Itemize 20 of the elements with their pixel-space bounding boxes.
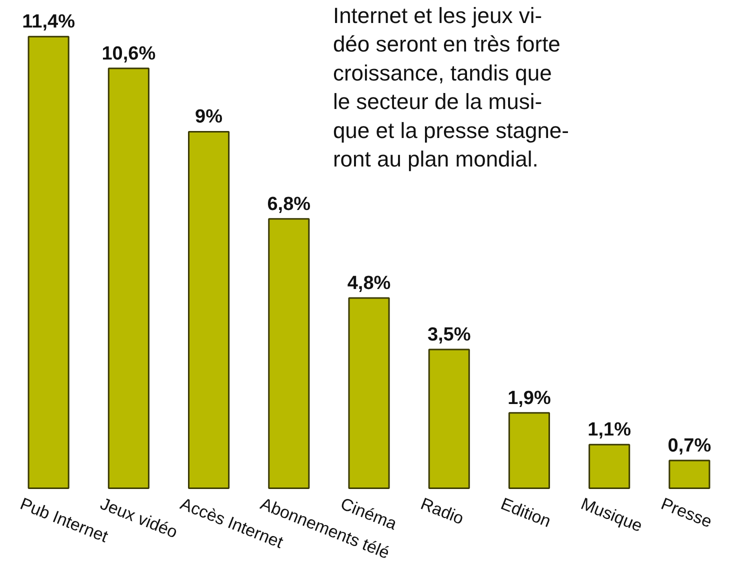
data-label: 1,1% xyxy=(588,420,632,441)
bar xyxy=(28,36,70,489)
data-label: 10,6% xyxy=(102,43,156,64)
bar xyxy=(268,218,310,489)
bar xyxy=(188,130,230,489)
data-label: 4,8% xyxy=(347,273,391,294)
data-label: 3,5% xyxy=(427,324,471,346)
bar xyxy=(588,444,630,489)
data-label: 11,4% xyxy=(22,12,76,33)
bar xyxy=(668,460,710,489)
x-tick-label: Radio xyxy=(418,494,466,528)
bar xyxy=(508,412,550,489)
data-label: 1,9% xyxy=(508,388,551,409)
data-label: 6,8% xyxy=(267,194,311,215)
bar xyxy=(108,68,150,489)
bar xyxy=(428,348,470,489)
bar xyxy=(348,297,390,489)
annotation: Internet et les jeux vi- déo seront en très forte croissance, tandis que le secteur de la musi- que et la presse stagne- ront au plan mondial. xyxy=(332,2,569,172)
data-label: 9% xyxy=(195,106,223,128)
data-label: 0,7% xyxy=(668,435,712,456)
